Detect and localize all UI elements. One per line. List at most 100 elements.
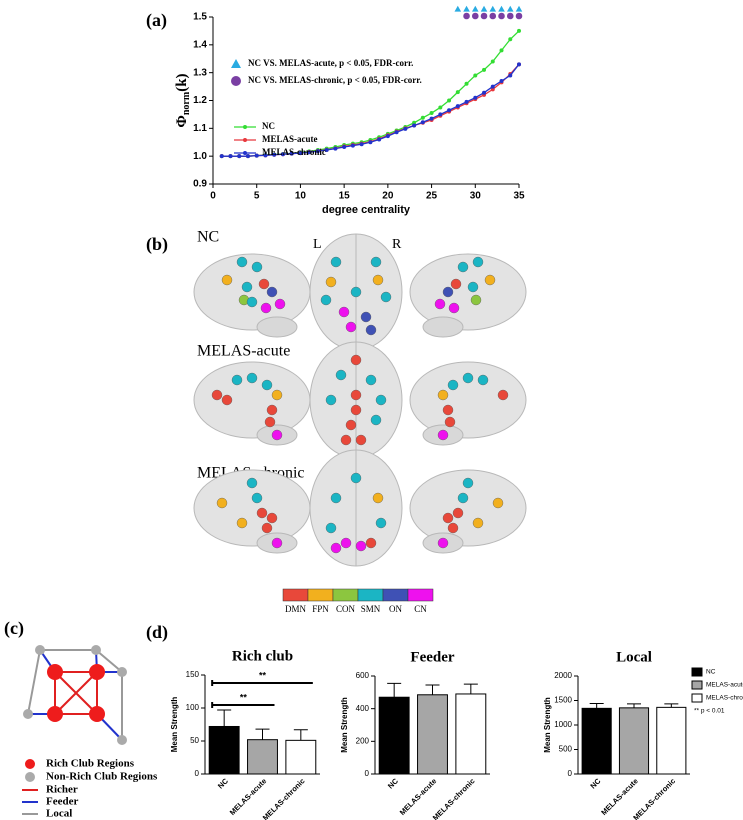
region-node bbox=[325, 276, 337, 288]
group-label: MELAS-acute bbox=[197, 343, 290, 360]
x-tick-label: NC bbox=[588, 776, 602, 790]
legend-swatch bbox=[691, 680, 703, 690]
region-node bbox=[271, 389, 283, 401]
group-label: NC bbox=[197, 229, 219, 246]
colorbar-segment bbox=[382, 588, 409, 602]
y-tick-label: 600 bbox=[356, 671, 370, 680]
brain-outline bbox=[193, 253, 311, 331]
y-tick-label: 1.5 bbox=[193, 12, 207, 23]
bar bbox=[208, 725, 240, 775]
region-node bbox=[241, 281, 253, 293]
legend-label: MELAS-chronic bbox=[262, 147, 326, 157]
y-tick-label: 200 bbox=[356, 736, 370, 745]
region-node bbox=[320, 294, 332, 306]
data-point bbox=[342, 144, 347, 149]
data-point bbox=[482, 67, 487, 72]
region-node bbox=[442, 512, 454, 524]
y-tick-label: 1500 bbox=[554, 696, 572, 705]
region-node bbox=[335, 369, 347, 381]
region-node bbox=[350, 404, 362, 416]
significance-bracket bbox=[211, 702, 275, 708]
data-point bbox=[307, 150, 312, 155]
data-point bbox=[237, 154, 242, 159]
x-tick-label: MELAS-acute bbox=[398, 776, 439, 817]
colorbar-segment bbox=[307, 588, 334, 602]
data-point bbox=[517, 62, 521, 67]
data-point bbox=[447, 108, 452, 113]
significance-marker bbox=[463, 5, 470, 12]
data-point bbox=[412, 120, 417, 125]
data-point bbox=[263, 153, 268, 158]
region-node bbox=[370, 414, 382, 426]
x-tick-label: NC bbox=[386, 776, 400, 790]
significance-marker bbox=[480, 12, 488, 20]
data-point bbox=[377, 137, 382, 142]
cerebellum bbox=[256, 316, 298, 338]
data-point bbox=[499, 79, 504, 84]
legend-swatch bbox=[243, 138, 247, 142]
error-bar bbox=[255, 728, 270, 740]
data-point bbox=[368, 140, 373, 145]
region-node bbox=[470, 294, 482, 306]
y-tick-label: 1.4 bbox=[193, 39, 207, 50]
x-tick-label: 35 bbox=[513, 191, 525, 202]
y-tick-label: 1.2 bbox=[193, 95, 207, 106]
significance-label: ** bbox=[259, 670, 267, 680]
y-axis-suffix: (k) bbox=[174, 73, 190, 91]
region-node bbox=[246, 372, 258, 384]
data-point bbox=[473, 95, 478, 100]
colorbar-segment bbox=[282, 588, 309, 602]
region-node bbox=[325, 522, 337, 534]
legend-label: MELAS-acute bbox=[262, 134, 318, 144]
significance-marker bbox=[463, 12, 470, 20]
bar bbox=[285, 739, 317, 775]
y-tick-label: 0.9 bbox=[193, 179, 207, 190]
legend-swatch bbox=[231, 59, 241, 68]
region-node bbox=[472, 517, 484, 529]
data-point bbox=[315, 149, 320, 154]
data-point bbox=[490, 59, 495, 64]
significance-marker bbox=[506, 12, 514, 20]
legend-label: Richer bbox=[46, 784, 78, 796]
data-point bbox=[298, 151, 303, 156]
region-node bbox=[457, 261, 469, 273]
colorbar-label: DMN bbox=[285, 604, 307, 614]
region-node bbox=[260, 302, 272, 314]
region-node bbox=[246, 477, 258, 489]
error-bar bbox=[217, 709, 232, 727]
data-point bbox=[324, 148, 329, 153]
region-node bbox=[437, 429, 449, 441]
region-node bbox=[345, 419, 357, 431]
region-node bbox=[350, 354, 362, 366]
region-node bbox=[330, 256, 342, 268]
region-node bbox=[375, 394, 387, 406]
legend-swatch bbox=[243, 125, 247, 129]
data-point bbox=[394, 130, 399, 135]
legend-label: MELAS-chronic bbox=[706, 695, 743, 702]
region-node bbox=[340, 434, 352, 446]
data-point bbox=[455, 104, 460, 109]
region-node bbox=[450, 278, 462, 290]
x-tick-label: 25 bbox=[426, 191, 438, 202]
region-node bbox=[355, 540, 367, 552]
y-tick-label: 100 bbox=[186, 703, 200, 712]
data-point bbox=[438, 105, 443, 110]
data-point bbox=[490, 84, 495, 89]
legend-note: ** p < 0.01 bbox=[694, 708, 725, 715]
region-node bbox=[231, 374, 243, 386]
legend-label: MELAS-acute bbox=[706, 682, 743, 689]
colorbar-label: ON bbox=[389, 604, 402, 614]
region-node bbox=[365, 374, 377, 386]
data-point bbox=[359, 142, 364, 147]
y-tick-label: 0 bbox=[568, 769, 573, 778]
bar bbox=[581, 707, 612, 775]
region-node bbox=[236, 517, 248, 529]
region-node bbox=[261, 379, 273, 391]
region-node bbox=[264, 416, 276, 428]
data-point bbox=[385, 134, 390, 139]
region-node bbox=[442, 286, 454, 298]
legend-swatch bbox=[691, 693, 703, 703]
bar bbox=[417, 694, 448, 775]
y-tick-label: 1.3 bbox=[193, 67, 207, 78]
